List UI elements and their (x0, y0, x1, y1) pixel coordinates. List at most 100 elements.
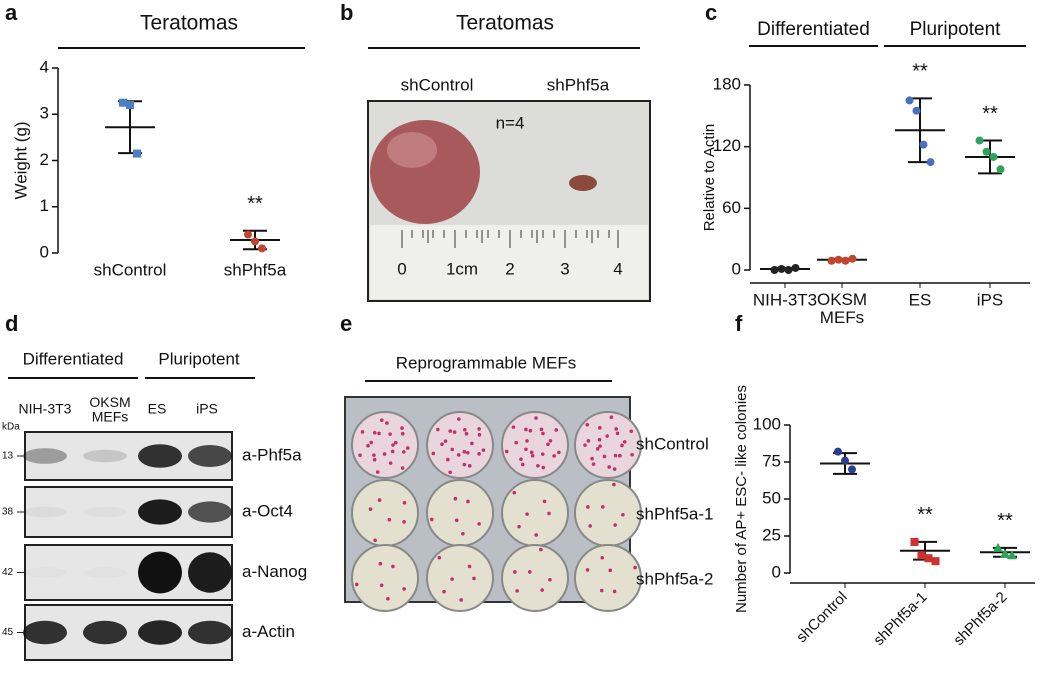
x-tick-label: shPhf5a-1 (870, 589, 930, 649)
point (258, 244, 266, 253)
y-axis-label: Relative to Actin (701, 124, 718, 232)
band (83, 620, 127, 645)
colony (630, 452, 634, 457)
marker-label: 38 (2, 507, 14, 518)
colony (524, 447, 528, 452)
unit-label: kDa (2, 422, 20, 433)
point (841, 456, 849, 465)
band (23, 620, 67, 645)
well (501, 544, 569, 612)
antibody-label: a-Oct4 (242, 501, 293, 520)
colony (548, 439, 553, 443)
antibody-label: a-Nanog (242, 562, 307, 581)
colony (358, 453, 362, 458)
x-tick-label: shControl (793, 589, 850, 646)
point (119, 98, 127, 107)
colony (467, 564, 472, 569)
panel-letter: f (735, 311, 743, 336)
colony (379, 583, 384, 588)
y-axis-label: Weight (g) (11, 121, 30, 199)
colony (446, 457, 450, 462)
colony (354, 582, 359, 587)
well (426, 544, 494, 612)
colony (472, 576, 476, 581)
colony (591, 462, 596, 466)
point (777, 264, 786, 273)
point (1000, 548, 1010, 558)
point (133, 149, 141, 158)
colony (607, 465, 611, 469)
marker-label: 45 (2, 627, 14, 638)
band (138, 444, 182, 468)
photo-note: n=4 (496, 113, 525, 132)
colony (612, 482, 616, 487)
significance: ** (982, 103, 998, 125)
colony (467, 464, 472, 468)
y-tick-label: 120 (713, 136, 741, 155)
colony (429, 517, 434, 522)
colony (464, 431, 469, 436)
colony (391, 443, 395, 447)
colony (517, 524, 521, 529)
colony (612, 467, 617, 471)
y-tick-label: 75 (762, 451, 781, 470)
colony (366, 443, 370, 448)
significance: ** (917, 504, 933, 526)
colony (557, 450, 561, 455)
point (827, 256, 836, 265)
colony (402, 587, 406, 591)
well (426, 479, 494, 547)
colony (477, 427, 481, 431)
colony (440, 442, 444, 447)
point (834, 447, 842, 456)
well (574, 479, 642, 547)
colony (525, 512, 529, 516)
colony (520, 462, 525, 467)
y-tick-label: 60 (722, 198, 741, 217)
y-tick-label: 50 (762, 488, 781, 507)
photo-label: shControl (401, 75, 474, 94)
band (23, 448, 67, 464)
header: Pluripotent (158, 349, 240, 368)
colony (511, 425, 516, 429)
colony (540, 588, 544, 592)
colony (372, 457, 377, 462)
chart-title: Teratomas (140, 12, 238, 35)
point (244, 230, 252, 239)
colony (375, 470, 380, 474)
row-label: shPhf5a-1 (636, 504, 714, 523)
y-tick-label: 25 (762, 525, 781, 544)
colony (400, 426, 404, 430)
colony (633, 565, 637, 570)
colony (527, 570, 532, 574)
colony (452, 430, 457, 434)
point (841, 256, 850, 265)
y-tick-label: 0 (732, 259, 741, 278)
colony (515, 589, 519, 593)
colony (585, 568, 590, 572)
panel-letter: e (340, 311, 352, 336)
colony (462, 449, 467, 454)
point (126, 101, 134, 109)
colony (608, 568, 613, 573)
significance: ** (247, 193, 263, 215)
y-tick-label: 1 (40, 196, 49, 215)
point (848, 465, 856, 474)
band (83, 507, 127, 517)
colony (461, 532, 465, 536)
colony (372, 453, 376, 457)
colony (463, 427, 467, 432)
point (926, 158, 935, 167)
lane-label: NIH-3T3 (19, 401, 72, 417)
point (848, 254, 857, 263)
point (791, 263, 800, 272)
colony (450, 447, 455, 452)
colony (528, 428, 533, 433)
lane-label: ES (148, 401, 167, 417)
well (501, 411, 569, 479)
header: Differentiated (757, 19, 870, 40)
colony (609, 415, 614, 420)
colony (614, 427, 618, 431)
point (993, 542, 1003, 552)
ruler-label: 1cm (446, 259, 478, 278)
